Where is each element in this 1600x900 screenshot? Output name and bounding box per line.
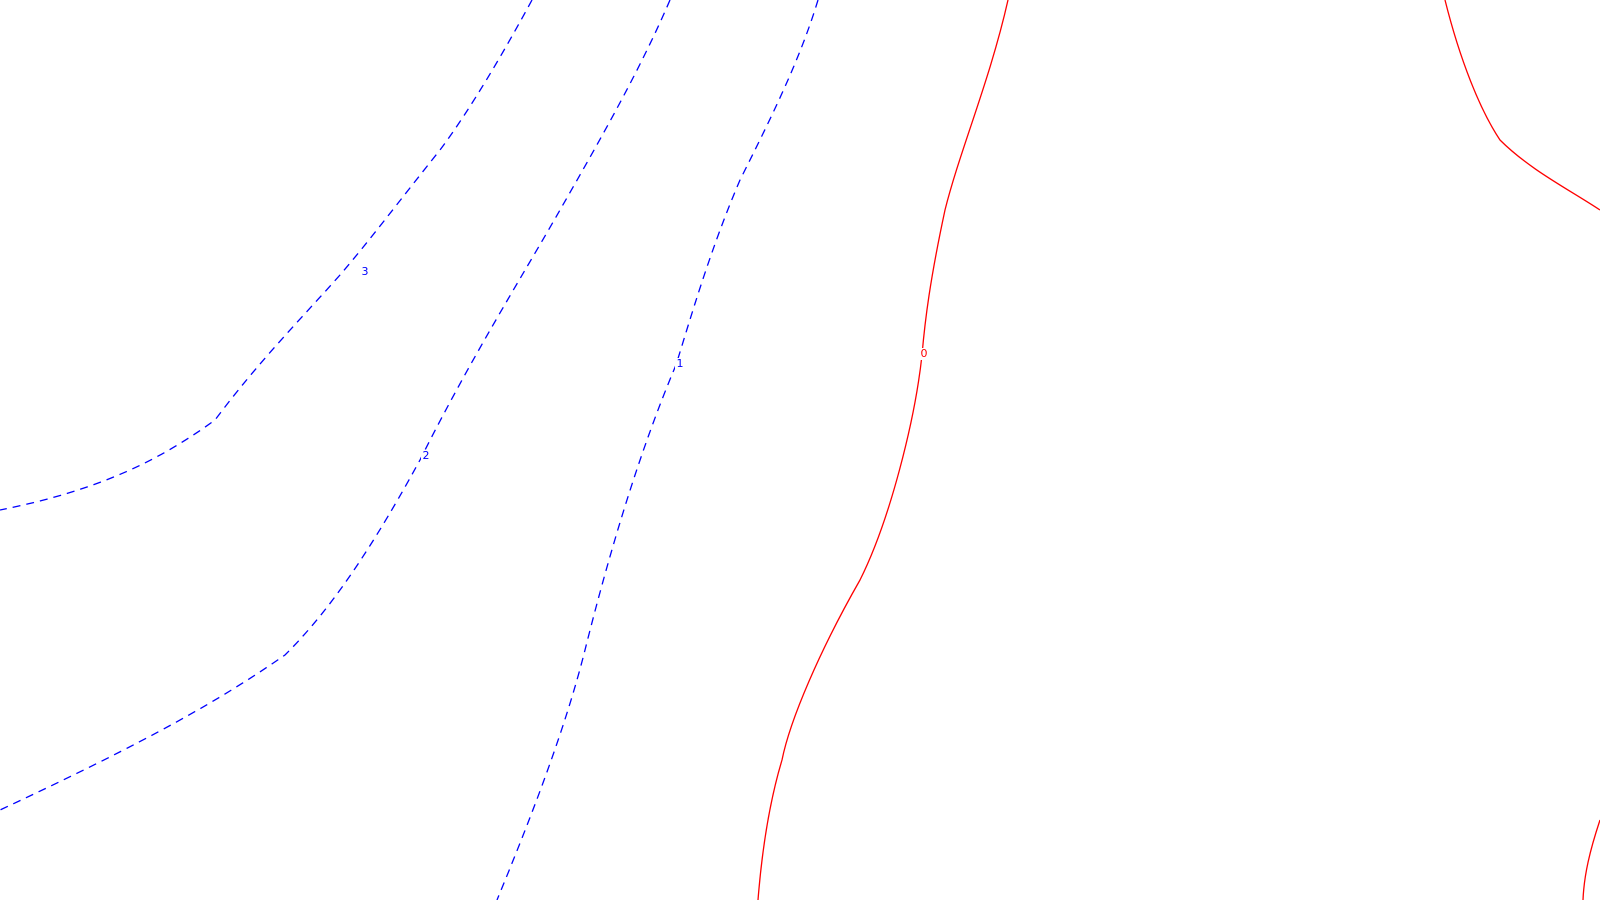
contour-label-3: 3 [362,265,369,278]
contour-line-level-0 [757,0,1009,900]
contour-line-level-3 [0,0,533,511]
contour-label-bg [421,450,431,462]
contour-label-bg [919,348,929,360]
contour-label-1: 1 [677,357,684,370]
contour-line-level-0-4 [1444,0,1600,211]
contour-label-0: 0 [921,347,928,360]
contour-label-2: 2 [423,449,430,462]
contour-label-bg [360,266,370,278]
contour-line-level-1 [496,0,819,900]
contour-line-level-0-5 [1582,819,1600,900]
contour-line-level-2 [0,0,671,811]
contour-label-bg [675,358,685,370]
